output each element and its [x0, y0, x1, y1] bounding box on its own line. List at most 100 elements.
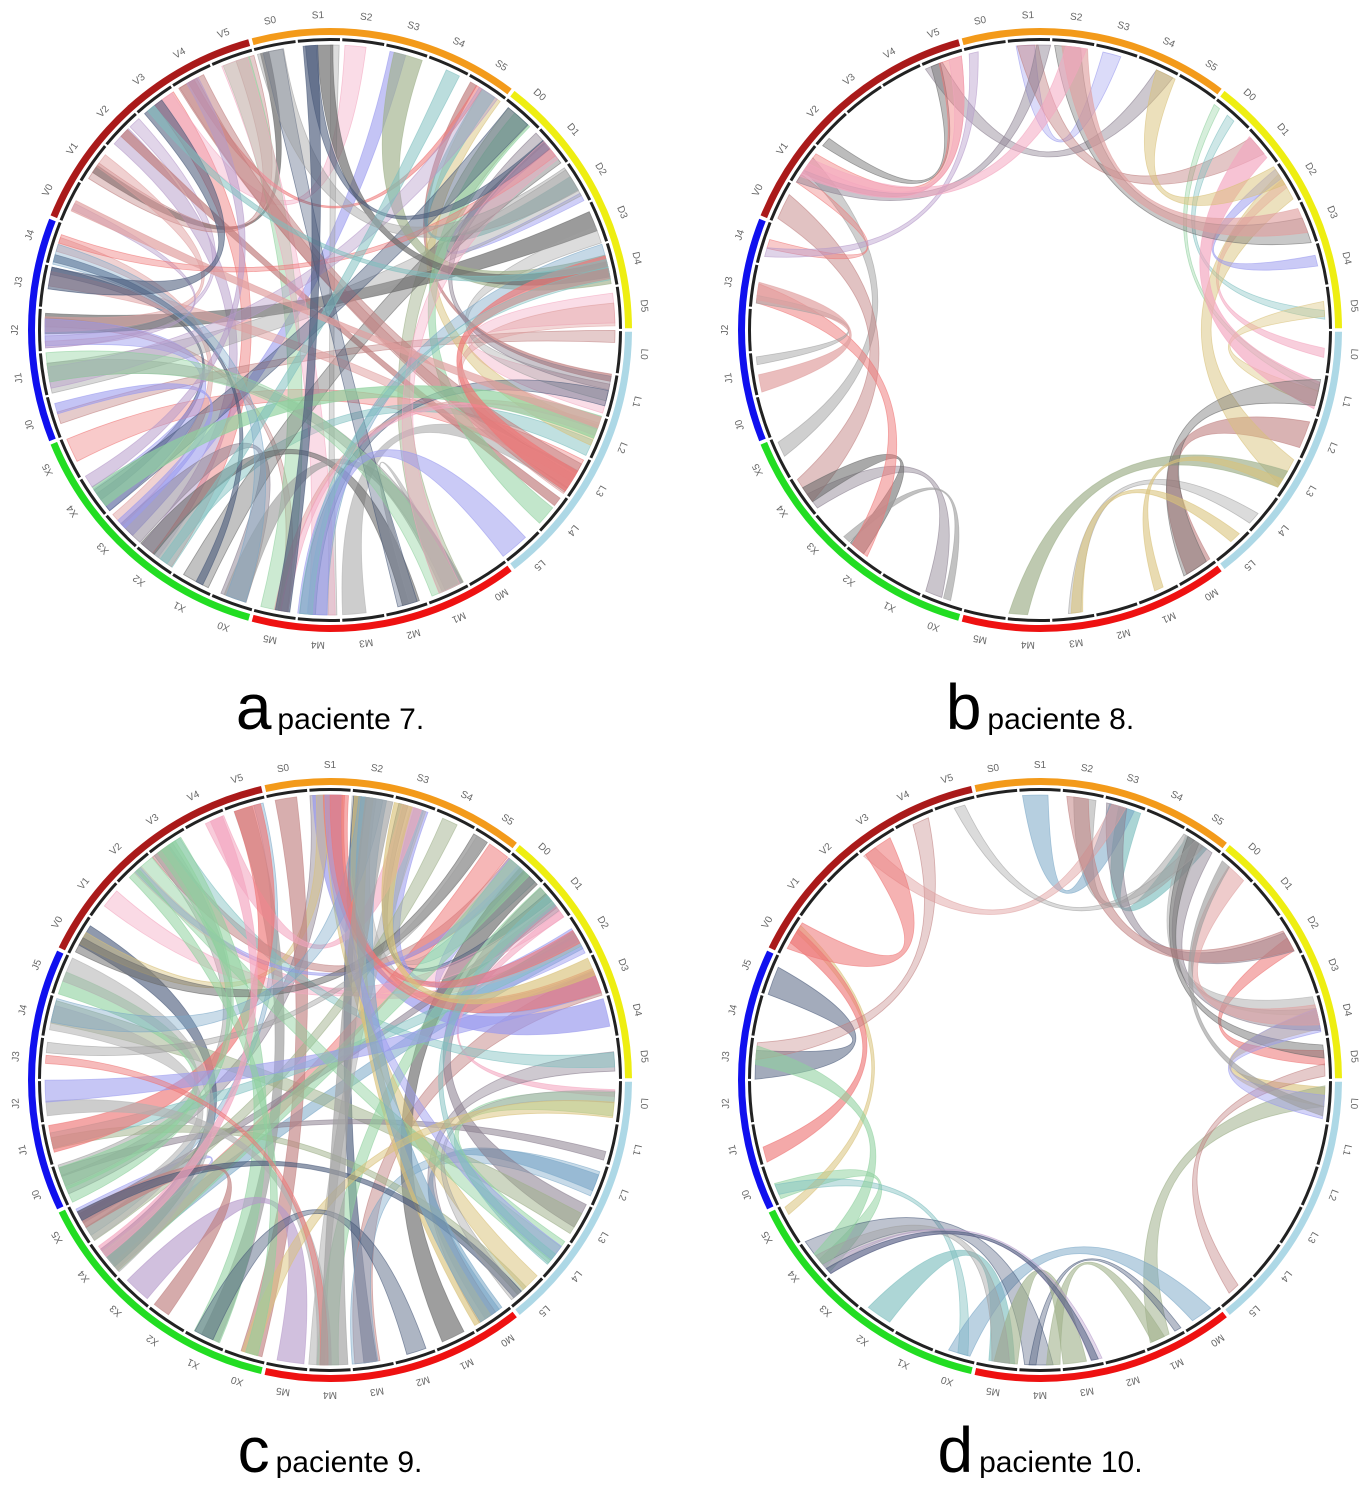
segment-L4 — [1249, 497, 1279, 532]
chord-link — [1028, 1258, 1182, 1366]
segment-M3 — [342, 613, 385, 622]
chord-link — [1016, 44, 1265, 185]
segment-label: V1 — [76, 875, 92, 892]
caption-text-d: paciente 10. — [979, 1446, 1143, 1479]
segment-label: D5 — [1348, 299, 1359, 313]
chord-link — [440, 1090, 616, 1301]
segment-label: X2 — [841, 572, 858, 588]
segment-J1 — [41, 1124, 54, 1165]
segment-M0 — [1179, 560, 1217, 586]
segment-V2 — [116, 852, 149, 883]
segment-label: L4 — [568, 1268, 584, 1284]
segment-L5 — [511, 1277, 544, 1308]
segment-D3 — [1300, 954, 1319, 994]
segment-label: L4 — [565, 522, 581, 538]
segment-S4 — [428, 55, 469, 76]
segment-X5 — [769, 439, 791, 479]
segment-L5 — [1221, 1277, 1254, 1308]
chord-link — [465, 226, 611, 402]
segment-label: D0 — [1241, 87, 1258, 104]
segment-S3 — [1105, 795, 1146, 811]
segment-D4 — [1316, 995, 1329, 1036]
segment-S1 — [1019, 788, 1061, 792]
chord-link — [126, 1197, 308, 1365]
chord-link — [401, 140, 559, 594]
segment-label: V0 — [50, 914, 66, 930]
segment-S2 — [1052, 38, 1095, 47]
segment-label: D2 — [1304, 914, 1320, 931]
segment-label: D3 — [1324, 204, 1339, 220]
segment-label: J2 — [10, 1097, 22, 1109]
segment-label: J2 — [720, 324, 731, 335]
segment-label: L3 — [1303, 483, 1318, 499]
chord-link — [1143, 69, 1286, 206]
segment-label: M5 — [275, 1384, 291, 1397]
segment-J0 — [755, 396, 772, 439]
segment-label: M3 — [358, 636, 373, 649]
group-arc — [251, 28, 512, 95]
segment-label: L5 — [1246, 1303, 1262, 1319]
chord-link — [1188, 860, 1325, 1117]
segment-label: J4 — [733, 228, 747, 242]
segment-label: S0 — [986, 763, 1000, 776]
segment-M2 — [1105, 1349, 1146, 1365]
segment-D2 — [567, 162, 592, 201]
segment-label: M1 — [1167, 1355, 1185, 1371]
group-arc — [974, 778, 1227, 849]
segment-V2 — [826, 852, 859, 883]
chord-panel-a: L0 L1 L2 L3 L4 L5 M0 M1 M2 M3 M4 M5 X0 X1 X2 X3 X4 X5 J0 J1… — [10, 10, 650, 740]
segment-M5 — [963, 608, 1006, 620]
segment-label: D4 — [1340, 1003, 1354, 1018]
segment-V4 — [185, 808, 224, 830]
segment-X2 — [148, 1306, 185, 1333]
group-arc — [28, 218, 56, 442]
segment-D0 — [1221, 852, 1254, 883]
segment-D3 — [589, 201, 609, 242]
segment-X5 — [67, 1206, 91, 1244]
segment-X2 — [846, 546, 882, 575]
segment-ring — [748, 788, 1332, 1372]
chord-link — [774, 1178, 970, 1357]
segment-label: S5 — [1209, 812, 1226, 828]
segment-S5 — [475, 827, 512, 854]
segment-label: D5 — [638, 1050, 650, 1064]
segment-label: J3 — [723, 276, 736, 289]
segment-label: S1 — [1022, 10, 1035, 21]
segment-label: S4 — [1169, 789, 1185, 804]
segment-M5 — [266, 1362, 308, 1372]
chord-link — [297, 449, 527, 616]
segment-label: V2 — [95, 103, 112, 120]
segment-label: D1 — [1274, 121, 1291, 138]
segment-V4 — [895, 808, 934, 830]
segment-label: S2 — [370, 763, 384, 776]
segment-S3 — [386, 43, 428, 58]
segment-label: L2 — [1324, 440, 1339, 455]
segment-L0 — [1325, 1081, 1332, 1123]
segment-L4 — [1252, 1243, 1281, 1278]
group-ring — [738, 778, 1342, 1382]
segment-label: V5 — [940, 772, 955, 786]
segment-D1 — [1252, 882, 1281, 917]
segment-J2 — [37, 308, 42, 352]
segment-J3 — [748, 264, 759, 307]
segment-label: X2 — [854, 1332, 871, 1348]
caption-letter-b: b — [945, 671, 982, 743]
chord-link — [84, 76, 246, 488]
segment-label: M0 — [1208, 1331, 1226, 1348]
segment-label: J2 — [720, 1097, 732, 1109]
segment-label: J4 — [727, 1003, 740, 1016]
segment-J1 — [748, 353, 759, 396]
segment-label: V1 — [65, 141, 81, 158]
segment-S0 — [963, 40, 1006, 52]
chord-link — [755, 817, 936, 1061]
segment-label: S2 — [1080, 763, 1094, 776]
segment-label: V3 — [841, 72, 858, 88]
segment-label: J3 — [721, 1050, 733, 1062]
segment-label: X1 — [171, 598, 187, 614]
segment-label: L0 — [1348, 1098, 1359, 1110]
segment-label: X4 — [76, 1268, 92, 1285]
segment-X3 — [826, 1277, 859, 1308]
chord-link — [44, 154, 205, 332]
chord-link — [1165, 379, 1322, 577]
chord-panel-c: L0 L1 L2 L3 L4 L5 M0 M1 M2 M3 M4 M5 X0 X1 X2 X3 X4 X5 J0 J1… — [10, 760, 650, 1490]
